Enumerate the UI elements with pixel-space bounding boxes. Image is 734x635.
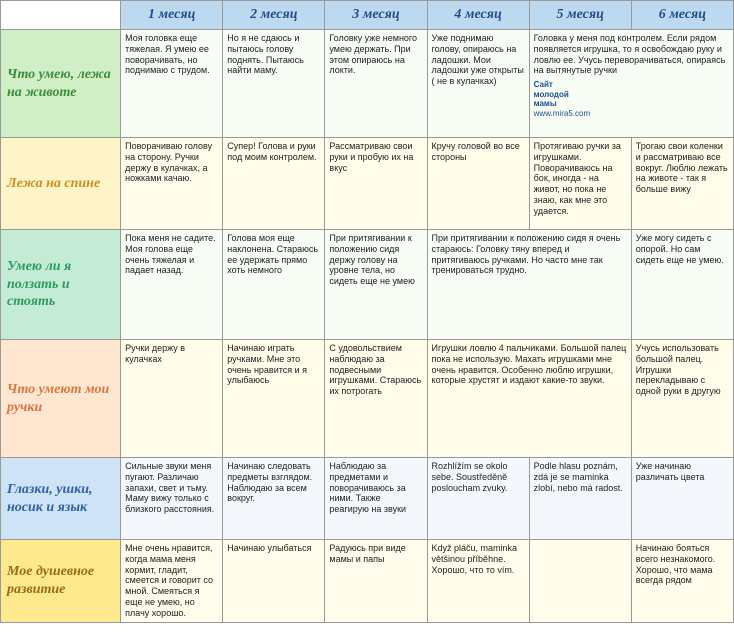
cell-4-1: Начинаю следовать предметы взглядом. Наб… <box>223 458 325 540</box>
baby-development-table: 1 месяц 2 месяц 3 месяц 4 месяц 5 месяц … <box>0 0 734 623</box>
cell-text: С удовольствием наблюдаю за подвесными и… <box>329 343 422 397</box>
row-2: Умею ли я ползать и стоятьПока меня не с… <box>1 230 734 340</box>
cell-3-2: С удовольствием наблюдаю за подвесными и… <box>325 340 427 458</box>
cell-text: Ручки держу в кулачках <box>125 343 218 365</box>
cell-5-3: Když pláču, maminka většinou příběhne. Х… <box>427 540 529 623</box>
cell-3-3: Игрушки ловлю 4 пальчиками. Большой пале… <box>427 340 631 458</box>
row-label-5: Мое душевное развитие <box>1 540 121 623</box>
cell-5-2: Радуюсь при виде мамы и папы <box>325 540 427 623</box>
cell-text: Podle hlasu poznám, zdá je se maminka zl… <box>534 461 627 493</box>
cell-text: При притягивании к положению сидя держу … <box>329 233 422 287</box>
row-5: Мое душевное развитиеМне очень нравится,… <box>1 540 734 623</box>
cell-1-2: Рассматриваю свои руки и пробую их на вк… <box>325 138 427 230</box>
cell-text: Мне очень нравится, когда мама меня корм… <box>125 543 218 619</box>
cell-0-3: Уже поднимаю голову, опираюсь на ладошки… <box>427 30 529 138</box>
cell-text: Уже могу сидеть с опорой. Но сам сидеть … <box>636 233 729 265</box>
cell-4-2: Наблюдаю за предметами и поворачиваюсь з… <box>325 458 427 540</box>
cell-4-3: Rozhlížím se okolo sebe. Soustředěně pos… <box>427 458 529 540</box>
cell-text: Наблюдаю за предметами и поворачиваюсь з… <box>329 461 422 515</box>
row-label-0: Что умею, лежа на животе <box>1 30 121 138</box>
row-label-1: Лежа на спине <box>1 138 121 230</box>
cell-text: Начинаю бояться всего незнакомого. Хорош… <box>636 543 729 586</box>
cell-text: Сильные звуки меня пугают. Различаю запа… <box>125 461 218 515</box>
cell-1-1: Супер! Голова и руки под моим контролем. <box>223 138 325 230</box>
cell-text: Рассматриваю свои руки и пробую их на вк… <box>329 141 422 173</box>
cell-text: Když pláču, maminka většinou příběhne. Х… <box>432 543 525 575</box>
header-row: 1 месяц 2 месяц 3 месяц 4 месяц 5 месяц … <box>1 1 734 30</box>
cell-5-1: Начинаю улыбаться <box>223 540 325 623</box>
cell-text: Поворачиваю голову на сторону. Ручки дер… <box>125 141 218 184</box>
month-6: 6 месяц <box>631 1 733 30</box>
cell-text: Радуюсь при виде мамы и папы <box>329 543 422 565</box>
corner-cell <box>1 1 121 30</box>
cell-4-0: Сильные звуки меня пугают. Различаю запа… <box>121 458 223 540</box>
cell-text: Кручу головой во все стороны <box>432 141 525 163</box>
month-1: 1 месяц <box>121 1 223 30</box>
cell-2-2: При притягивании к положению сидя держу … <box>325 230 427 340</box>
cell-0-2: Головку уже немного умею держать. При эт… <box>325 30 427 138</box>
cell-2-3: При притягивании к положению сидя я очен… <box>427 230 631 340</box>
cell-0-4: Головка у меня под контролем. Если рядом… <box>529 30 733 138</box>
cell-text: Начинаю играть ручками. Мне это очень нр… <box>227 343 320 386</box>
month-2: 2 месяц <box>223 1 325 30</box>
cell-4-5: Уже начинаю различать цвета <box>631 458 733 540</box>
cell-text: При притягивании к положению сидя я очен… <box>432 233 627 276</box>
cell-0-0: Моя головка еще тяжелая. Я умею ее повор… <box>121 30 223 138</box>
row-label-3: Что умеют мои ручки <box>1 340 121 458</box>
cell-4-4: Podle hlasu poznám, zdá je se maminka zl… <box>529 458 631 540</box>
cell-text: Протягиваю ручки за игрушками. Поворачив… <box>534 141 627 217</box>
cell-text: Головку уже немного умею держать. При эт… <box>329 33 422 76</box>
cell-1-3: Кручу головой во все стороны <box>427 138 529 230</box>
row-4: Глазки, ушки, носик и языкСильные звуки … <box>1 458 734 540</box>
cell-text: Но я не сдаюсь и пытаюсь голову поднять.… <box>227 33 320 76</box>
cell-text: Трогаю свои коленки и рассматриваю все в… <box>636 141 729 195</box>
cell-3-0: Ручки держу в кулачках <box>121 340 223 458</box>
cell-text: Головка у меня под контролем. Если рядом… <box>534 33 729 76</box>
row-1: Лежа на спинеПоворачиваю голову на сторо… <box>1 138 734 230</box>
row-3: Что умеют мои ручкиРучки держу в кулачка… <box>1 340 734 458</box>
cell-2-1: Голова моя еще наклонена. Стараюсь ее уд… <box>223 230 325 340</box>
cell-text: Учусь использовать большой палец. Игрушк… <box>636 343 729 397</box>
cell-text: Пока меня не садите. Моя голова еще очен… <box>125 233 218 276</box>
cell-3-4: Учусь использовать большой палец. Игрушк… <box>631 340 733 458</box>
cell-text: Супер! Голова и руки под моим контролем. <box>227 141 320 163</box>
row-label-4: Глазки, ушки, носик и язык <box>1 458 121 540</box>
month-5: 5 месяц <box>529 1 631 30</box>
cell-5-4 <box>529 540 631 623</box>
cell-2-0: Пока меня не садите. Моя голова еще очен… <box>121 230 223 340</box>
cell-0-1: Но я не сдаюсь и пытаюсь голову поднять.… <box>223 30 325 138</box>
cell-2-4: Уже могу сидеть с опорой. Но сам сидеть … <box>631 230 733 340</box>
row-0: Что умею, лежа на животеМоя головка еще … <box>1 30 734 138</box>
month-3: 3 месяц <box>325 1 427 30</box>
cell-text: Уже поднимаю голову, опираюсь на ладошки… <box>432 33 525 87</box>
cell-3-1: Начинаю играть ручками. Мне это очень нр… <box>223 340 325 458</box>
cell-text: Игрушки ловлю 4 пальчиками. Большой пале… <box>432 343 627 386</box>
site-logo: Сайтмолодоймамыwww.mira5.com <box>534 80 729 118</box>
row-label-2: Умею ли я ползать и стоять <box>1 230 121 340</box>
cell-5-5: Начинаю бояться всего незнакомого. Хорош… <box>631 540 733 623</box>
month-4: 4 месяц <box>427 1 529 30</box>
cell-1-5: Трогаю свои коленки и рассматриваю все в… <box>631 138 733 230</box>
cell-text: Начинаю следовать предметы взглядом. Наб… <box>227 461 320 504</box>
cell-text: Голова моя еще наклонена. Стараюсь ее уд… <box>227 233 320 276</box>
cell-5-0: Мне очень нравится, когда мама меня корм… <box>121 540 223 623</box>
cell-1-0: Поворачиваю голову на сторону. Ручки дер… <box>121 138 223 230</box>
cell-text: Моя головка еще тяжелая. Я умею ее повор… <box>125 33 218 76</box>
cell-text: Rozhlížím se okolo sebe. Soustředěně pos… <box>432 461 525 493</box>
cell-text: Начинаю улыбаться <box>227 543 320 554</box>
cell-text: Уже начинаю различать цвета <box>636 461 729 483</box>
cell-1-4: Протягиваю ручки за игрушками. Поворачив… <box>529 138 631 230</box>
